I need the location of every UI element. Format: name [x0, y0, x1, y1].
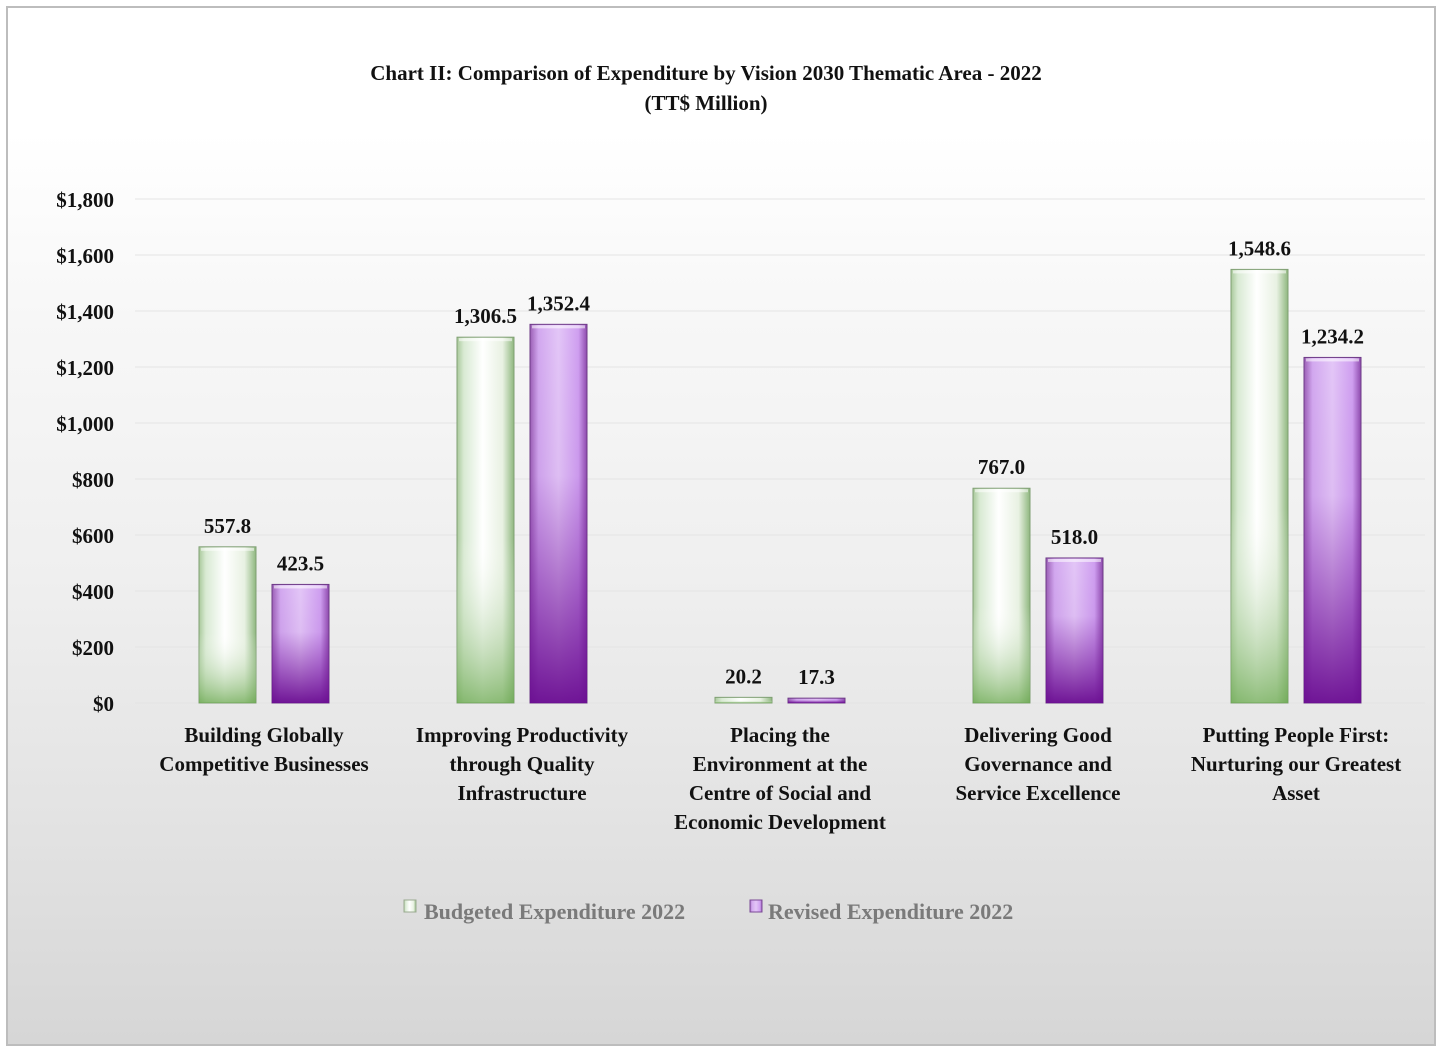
revised-bar [1303, 356, 1362, 704]
category-label-line: Centre of Social and [689, 781, 872, 805]
legend-item-budgeted: Budgeted Expenditure 2022 [403, 899, 685, 924]
y-tick-label: $1,800 [56, 188, 114, 212]
data-label: 1,234.2 [1301, 324, 1364, 348]
budgeted-bar [456, 336, 515, 704]
data-label: 1,306.5 [454, 304, 517, 328]
data-label: 518.0 [1051, 525, 1098, 549]
category-label-line: Infrastructure [457, 781, 586, 805]
y-tick-label: $600 [72, 524, 114, 548]
category-label-line: Putting People First: [1203, 723, 1390, 747]
y-tick-label: $0 [93, 692, 114, 716]
category-label-line: through Quality [450, 752, 595, 776]
bars [198, 268, 1362, 704]
revised-bar [271, 583, 330, 704]
y-tick-label: $1,000 [56, 412, 114, 436]
chart-title: Chart II: Comparison of Expenditure by V… [370, 61, 1041, 85]
y-tick-label: $400 [72, 580, 114, 604]
revised-bar [1045, 557, 1104, 704]
data-label: 557.8 [204, 514, 251, 538]
data-label: 423.5 [277, 551, 324, 575]
category-label-line: Service Excellence [955, 781, 1120, 805]
legend-label: Revised Expenditure 2022 [768, 899, 1013, 924]
data-label: 1,352.4 [527, 291, 591, 315]
revised-bar [529, 323, 588, 704]
legend-swatch [403, 899, 417, 913]
data-label: 767.0 [978, 455, 1025, 479]
category-label-line: Improving Productivity [416, 723, 629, 747]
gridlines [135, 198, 1425, 704]
category-label-line: Building Globally [184, 723, 344, 747]
category-label-line: Competitive Businesses [159, 752, 368, 776]
category-label-line: Delivering Good [964, 723, 1112, 747]
budgeted-bar [972, 487, 1031, 704]
legend-item-revised: Revised Expenditure 2022 [749, 899, 1013, 924]
data-labels: 557.8 423.5 1,306.5 1,352.4 20.2 17.3 767.0 518… [204, 236, 1364, 689]
category-label-line: Governance and [964, 752, 1112, 776]
category-label-line: Placing the [730, 723, 830, 747]
category-label: Building Globally Competitive Businesses [159, 723, 368, 776]
budgeted-bar [714, 696, 773, 704]
y-tick-label: $1,400 [56, 300, 114, 324]
legend-label: Budgeted Expenditure 2022 [424, 899, 685, 924]
category-label-line: Environment at the [693, 752, 868, 776]
budgeted-bar [198, 546, 257, 704]
y-tick-label: $1,600 [56, 244, 114, 268]
category-label: Improving Productivity through Quality Inf… [416, 723, 629, 805]
category-label-line: Nurturing our Greatest [1191, 752, 1401, 776]
category-label-line: Asset [1272, 781, 1320, 805]
y-axis: $0 $200 $400 $600 $800 $1,000 $1,200 $1,400 $1,6… [56, 188, 114, 716]
data-label: 17.3 [798, 665, 835, 689]
y-tick-label: $800 [72, 468, 114, 492]
category-label: Delivering Good Governance and Service Exc… [955, 723, 1120, 805]
category-label-line: Economic Development [674, 810, 886, 834]
x-axis: Building Globally Competitive Businesses I… [159, 723, 1401, 834]
y-tick-label: $1,200 [56, 356, 114, 380]
category-label: Putting People First: Nurturing our Great… [1191, 723, 1401, 805]
revised-bar [787, 697, 846, 704]
data-label: 1,548.6 [1228, 236, 1291, 260]
chart-frame [6, 6, 1436, 1046]
budgeted-bar [1230, 268, 1289, 704]
legend: Budgeted Expenditure 2022 Revised Expendi… [403, 899, 1013, 924]
data-label: 20.2 [725, 664, 762, 688]
y-tick-label: $200 [72, 636, 114, 660]
category-label: Placing the Environment at the Centre of S… [674, 723, 886, 834]
legend-swatch [749, 899, 763, 913]
chart-subtitle: (TT$ Million) [644, 91, 767, 115]
